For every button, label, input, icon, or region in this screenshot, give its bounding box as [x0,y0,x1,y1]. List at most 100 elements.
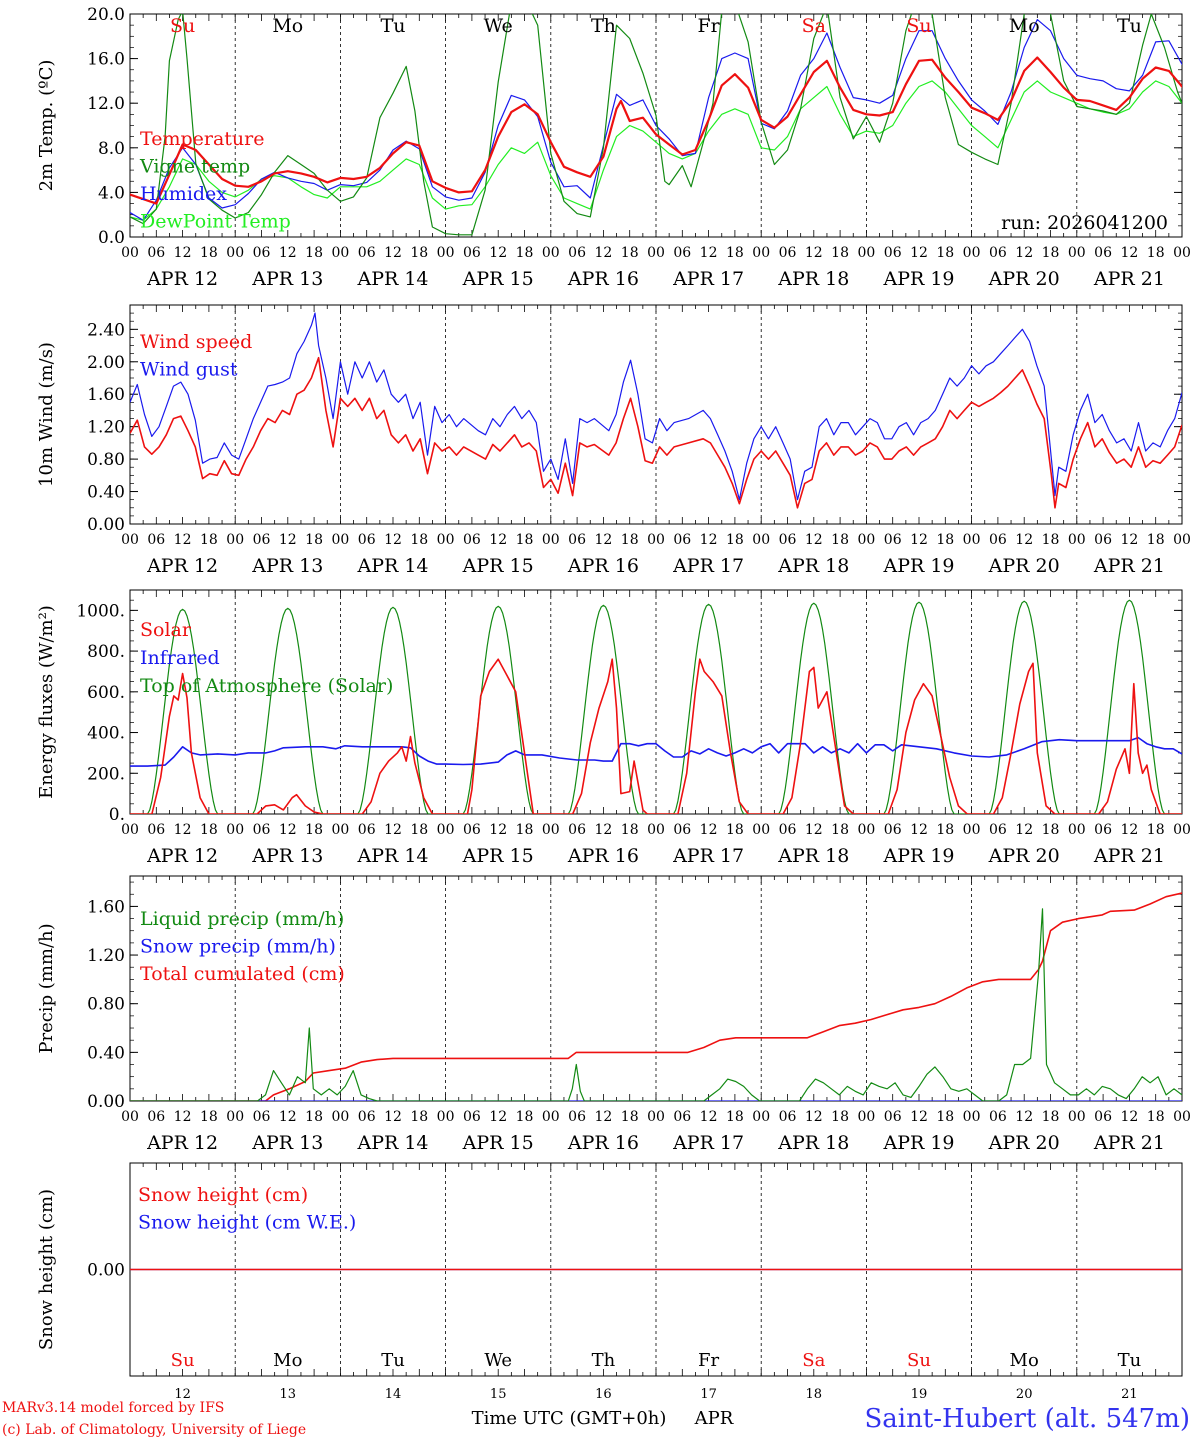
series-line-temperature [130,56,1182,205]
series-line-wind-gust [130,312,1182,501]
x-hour-label: 12 [279,245,297,261]
x-hour-label: 12 [279,1109,297,1125]
weekday-label: We [484,15,513,37]
x-day-label: APR 15 [462,555,534,577]
weekday-label: Tu [1117,15,1142,37]
legend-entry: Snow precip (mm/h) [140,936,336,958]
x-day-label: APR 14 [356,1132,428,1154]
series-group [130,312,1182,509]
weekday-label: Su [906,15,931,37]
weekday-label: Mo [1010,1350,1039,1371]
x-hour-label: 00 [331,245,349,261]
x-hour-label: 06 [147,1109,165,1125]
x-hour-label: 06 [358,245,376,261]
run-label: run: 2026041200 [1001,212,1168,234]
y-tick-label: 0.40 [87,483,125,503]
weekday-label: Su [171,1350,195,1371]
x-hour-label: 00 [226,1109,244,1125]
x-day-number: 16 [595,1387,612,1402]
x-hour-label: 00 [542,245,560,261]
weekday-label: Sa [802,1350,825,1371]
x-hour-label: 18 [200,245,218,261]
x-hour-label: 18 [726,532,744,548]
x-day-label: APR 21 [1093,268,1165,290]
legend-entry: Humidex [140,183,227,205]
x-day-label: APR 20 [988,555,1060,577]
weekday-label: Mo [272,15,303,37]
x-hour-label: 06 [463,532,481,548]
x-hour-label: 18 [200,532,218,548]
x-hour-label: 18 [1042,245,1060,261]
x-hour-label: 12 [279,822,297,838]
x-hour-label: 00 [963,822,981,838]
x-hour-label: 00 [437,1109,455,1125]
x-hour-label: 12 [174,1109,192,1125]
x-day-label: APR 13 [251,1132,323,1154]
x-hour-label: 06 [673,1109,691,1125]
plot-frame [129,589,1183,815]
x-hour-label: 00 [857,245,875,261]
x-hour-label: 00 [1173,532,1191,548]
x-day-label: APR 21 [1093,845,1165,867]
x-hour-label: 00 [226,532,244,548]
y-tick-label: 400. [87,724,125,744]
x-hour-label: 00 [752,532,770,548]
y-tick-label: 0.80 [87,450,125,470]
x-hour-label: 12 [384,532,402,548]
x-hour-label: 00 [121,1109,139,1125]
x-day-label: APR 20 [988,845,1060,867]
series-line-solar [130,658,1182,814]
x-day-label: APR 16 [567,1132,639,1154]
x-day-label: APR 13 [251,555,323,577]
x-hour-label: 12 [489,532,507,548]
x-day-label: APR 18 [777,845,849,867]
y-tick-label: 1.60 [87,385,125,405]
weekday-label: Su [170,15,195,37]
x-hour-label: 18 [936,245,954,261]
series-group [130,14,1182,236]
weekday-label: Sa [802,15,826,37]
x-hour-label: 18 [200,1109,218,1125]
y-tick-label: 2.40 [87,320,125,340]
x-hour-label: 00 [1068,532,1086,548]
x-hour-label: 00 [752,1109,770,1125]
x-hour-label: 18 [936,822,954,838]
x-hour-label: 18 [1147,822,1165,838]
x-day-label: APR 15 [462,845,534,867]
x-day-label: APR 18 [777,1132,849,1154]
x-day-label: APR 12 [146,1132,218,1154]
legend-entry: Snow height (cm) [138,1184,308,1206]
x-hour-label: 00 [963,532,981,548]
panel-1: 0.0 4.0 8.0 12.0 16.0 20.0 2m Temp. (ºC) Temper… [36,5,1191,290]
x-day-number: 14 [385,1387,402,1402]
x-hour-label: 06 [568,532,586,548]
weekday-label: Fr [698,1350,719,1371]
x-hour-label: 18 [305,532,323,548]
x-hour-label: 12 [1120,1109,1138,1125]
x-hour-label: 18 [831,1109,849,1125]
x-hour-label: 06 [989,822,1007,838]
x-hour-label: 12 [489,245,507,261]
x-hour-label: 06 [989,1109,1007,1125]
x-hour-label: 00 [1173,822,1191,838]
x-hour-label: 06 [253,1109,271,1125]
legend-entry: Temperature [140,128,264,150]
x-hour-label: 18 [621,822,639,838]
x-hour-label: 00 [752,822,770,838]
x-hour-label: 12 [700,245,718,261]
x-day-number: 21 [1121,1387,1138,1402]
x-hour-label: 18 [516,822,534,838]
series-line-liquid-precip-mm-h [130,908,1182,1101]
x-hour-label: 18 [516,1109,534,1125]
x-hour-label: 12 [1120,245,1138,261]
x-day-label: APR 16 [567,268,639,290]
legend-entry: Solar [140,619,192,641]
x-hour-label: 00 [121,245,139,261]
x-hour-label: 18 [726,1109,744,1125]
x-hour-label: 12 [805,1109,823,1125]
y-tick-label: 200. [87,764,125,784]
x-day-label: APR 18 [777,555,849,577]
x-hour-label: 12 [594,245,612,261]
y-tick-label: 0.0 [98,228,125,248]
y-tick-label: 0.00 [87,1261,125,1281]
